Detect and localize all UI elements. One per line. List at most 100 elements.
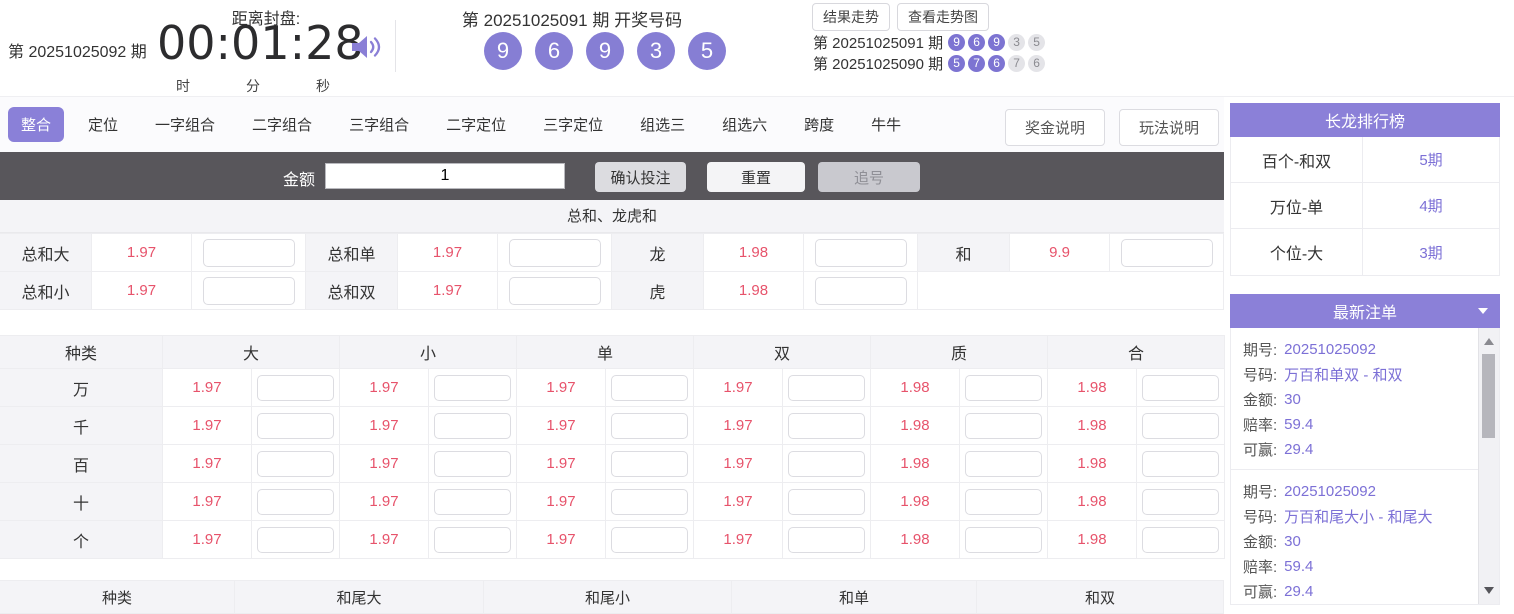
confirm-bet-button[interactable]: 确认投注 xyxy=(595,162,686,192)
history-ball: 7 xyxy=(1008,54,1026,72)
bet-input[interactable] xyxy=(611,526,688,553)
order-field-label: 金额: xyxy=(1243,392,1278,409)
bet-input[interactable] xyxy=(1142,374,1219,401)
tab-zuxuan-liu[interactable]: 组选六 xyxy=(722,117,768,134)
bet-cell xyxy=(252,369,340,407)
order-field-label: 金额: xyxy=(1243,534,1278,551)
bet-input[interactable] xyxy=(1142,488,1219,515)
column-header: 双 xyxy=(694,336,871,369)
odds-value: 1.97 xyxy=(694,369,783,407)
column-header: 种类 xyxy=(0,581,235,614)
bet-input[interactable] xyxy=(434,450,511,477)
orders-scrollbar[interactable] xyxy=(1478,328,1499,604)
scrollbar-thumb[interactable] xyxy=(1482,354,1495,438)
tab-zuxuan-san[interactable]: 组选三 xyxy=(640,117,686,134)
bet-input[interactable] xyxy=(965,450,1042,477)
bet-cell xyxy=(429,407,517,445)
view-trend-chart-button[interactable]: 查看走势图 xyxy=(897,3,989,31)
prize-info-button[interactable]: 奖金说明 xyxy=(1005,109,1106,146)
bet-input[interactable] xyxy=(611,412,688,439)
bet-input[interactable] xyxy=(611,488,688,515)
bet-input[interactable] xyxy=(434,526,511,553)
order-field-label: 号码: xyxy=(1243,509,1278,526)
order-odds: 59.4 xyxy=(1284,558,1314,575)
bet-cell xyxy=(429,445,517,483)
tab-erzi-dingwei[interactable]: 二字定位 xyxy=(446,117,507,134)
bet-input[interactable] xyxy=(202,238,295,267)
history-ball: 6 xyxy=(988,54,1006,72)
bet-input[interactable] xyxy=(1142,450,1219,477)
bet-input[interactable] xyxy=(1142,412,1219,439)
bet-cell xyxy=(606,521,694,559)
bet-input[interactable] xyxy=(611,374,688,401)
bet-cell xyxy=(804,272,918,310)
rules-info-button[interactable]: 玩法说明 xyxy=(1119,109,1220,146)
countdown-hours: 00 xyxy=(157,16,216,70)
bet-input[interactable] xyxy=(434,374,511,401)
bet-input[interactable] xyxy=(965,412,1042,439)
bet-cell xyxy=(252,483,340,521)
bet-input[interactable] xyxy=(1120,238,1213,267)
bet-input[interactable] xyxy=(257,526,334,553)
bet-input[interactable] xyxy=(965,526,1042,553)
bet-input[interactable] xyxy=(965,488,1042,515)
chase-number-button[interactable]: 追号 xyxy=(818,162,920,192)
scroll-up-icon[interactable] xyxy=(1484,338,1494,345)
tab-dingwei[interactable]: 定位 xyxy=(88,117,119,134)
odds-value: 1.97 xyxy=(163,483,252,521)
tab-zhenghe[interactable]: 整合 xyxy=(8,107,65,142)
tab-kuadu[interactable]: 跨度 xyxy=(804,117,835,134)
tab-erzi-zuhe[interactable]: 二字组合 xyxy=(252,117,313,134)
bet-input[interactable] xyxy=(965,374,1042,401)
tab-sanzi-zuhe[interactable]: 三字组合 xyxy=(349,117,410,134)
odds-value: 1.97 xyxy=(694,445,783,483)
unit-second: 秒 xyxy=(316,78,330,94)
amount-input[interactable] xyxy=(325,163,565,189)
bet-input[interactable] xyxy=(611,450,688,477)
ranking-label: 个位-大 xyxy=(1231,229,1363,275)
bet-input[interactable] xyxy=(508,276,601,305)
bet-input[interactable] xyxy=(788,374,865,401)
odds-value: 1.98 xyxy=(871,369,960,407)
bet-label: 和 xyxy=(918,234,1010,272)
bet-input[interactable] xyxy=(788,412,865,439)
bet-cell xyxy=(606,407,694,445)
bet-input[interactable] xyxy=(788,526,865,553)
odds-value: 1.97 xyxy=(92,234,192,272)
bet-input[interactable] xyxy=(814,276,907,305)
bet-cell xyxy=(1137,369,1225,407)
reset-button[interactable]: 重置 xyxy=(707,162,805,192)
bet-cell xyxy=(804,234,918,272)
bet-input[interactable] xyxy=(434,488,511,515)
scroll-down-icon[interactable] xyxy=(1484,587,1494,594)
bet-input[interactable] xyxy=(257,488,334,515)
tab-niuniu[interactable]: 牛牛 xyxy=(871,117,902,134)
odds-value: 1.97 xyxy=(92,272,192,310)
tab-sanzi-dingwei[interactable]: 三字定位 xyxy=(543,117,604,134)
bet-input[interactable] xyxy=(788,488,865,515)
bet-cell xyxy=(606,369,694,407)
result-trend-button[interactable]: 结果走势 xyxy=(812,3,890,31)
draw-number-balls: 9 6 9 3 5 xyxy=(484,32,726,70)
order-issue: 20251025092 xyxy=(1284,483,1376,500)
tab-yizi-zuhe[interactable]: 一字组合 xyxy=(155,117,216,134)
bet-input[interactable] xyxy=(1142,526,1219,553)
bet-input[interactable] xyxy=(814,238,907,267)
bet-input[interactable] xyxy=(257,374,334,401)
sum-table: 总和大 1.97 总和单 1.97 龙 1.98 和 9.9 总和小 1.97 … xyxy=(0,233,1224,310)
bet-input[interactable] xyxy=(788,450,865,477)
draw-ball: 9 xyxy=(586,32,624,70)
column-header: 和单 xyxy=(732,581,977,614)
bet-input[interactable] xyxy=(257,412,334,439)
column-header: 和尾大 xyxy=(235,581,484,614)
bet-input[interactable] xyxy=(434,412,511,439)
bet-input[interactable] xyxy=(202,276,295,305)
bet-label: 总和大 xyxy=(0,234,92,272)
bet-input[interactable] xyxy=(257,450,334,477)
speaker-icon[interactable] xyxy=(350,33,382,66)
collapse-caret-icon[interactable] xyxy=(1478,308,1488,314)
bet-input[interactable] xyxy=(508,238,601,267)
unit-hour: 时 xyxy=(176,78,190,94)
bet-cell xyxy=(606,483,694,521)
order-number: 万百和尾大小 - 和尾大 xyxy=(1284,509,1433,526)
